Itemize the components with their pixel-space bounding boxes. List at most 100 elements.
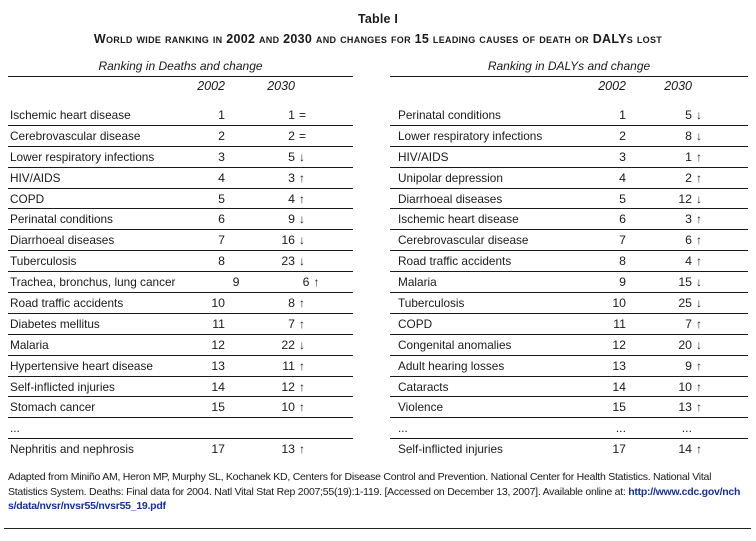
- table-row: Ischemic heart disease 6 3 ↑: [390, 209, 748, 231]
- rank-change-indicator: ↓: [299, 212, 305, 227]
- cause-of-death-label: Malaria: [398, 275, 437, 290]
- cause-of-death-label: Cataracts: [398, 379, 449, 394]
- rank-change-indicator: ↑: [313, 275, 320, 290]
- rank-2002-value: 11: [613, 316, 626, 331]
- rank-2030-value: 9: [288, 212, 295, 227]
- table-caption: World wide ranking in 2002 and 2030 and …: [93, 32, 663, 46]
- rank-2030-value: 10: [678, 379, 692, 394]
- table-row: Violence 15 13 ↑: [390, 397, 748, 419]
- rank-2030-value: 14: [678, 442, 692, 457]
- dalys-group-header: Ranking in DALYs and change: [390, 59, 748, 77]
- table-row: COPD 11 7 ↑: [390, 314, 748, 335]
- table-row: Diarrhoeal diseases 5 12 ↓: [390, 189, 748, 210]
- rank-change-indicator: ↑: [696, 212, 702, 227]
- rank-change-indicator: ↑: [696, 233, 702, 248]
- table-number-title: Table I: [357, 12, 399, 26]
- rank-change-indicator: ↓: [696, 107, 702, 122]
- rank-2030-value: 22: [281, 337, 295, 352]
- rank-change-indicator: ↑: [299, 379, 305, 394]
- table-row: HIV/AIDS 3 1 ↑: [390, 147, 748, 168]
- rank-change-indicator: ↓: [299, 337, 305, 352]
- rank-2002-value: 9: [619, 275, 626, 290]
- cause-of-death-label: ...: [10, 421, 20, 436]
- cause-of-death-label: Lower respiratory infections: [398, 128, 543, 143]
- cause-of-death-label: Violence: [398, 400, 444, 415]
- rank-2002-value: 1: [218, 107, 225, 122]
- cause-of-death-label: Tuberculosis: [10, 254, 77, 269]
- rank-2030-value: 1: [685, 149, 692, 164]
- rank-change-indicator: ↑: [299, 316, 305, 331]
- cause-of-death-label: Diabetes mellitus: [10, 316, 100, 331]
- rank-2030-value: 12: [678, 191, 692, 206]
- rank-2030-value: 9: [685, 358, 692, 373]
- cause-of-death-label: Ischemic heart disease: [10, 107, 131, 122]
- rank-2030-value: 5: [288, 149, 295, 164]
- rank-2002-value: 9: [232, 275, 240, 290]
- rank-2002-value: 2: [619, 128, 626, 143]
- rank-2030-value: 10: [281, 400, 295, 415]
- rank-change-indicator: ↑: [696, 379, 702, 394]
- rank-2002-value: 14: [211, 379, 225, 394]
- rank-2030-value: 3: [685, 212, 692, 227]
- rank-change-indicator: ↓: [299, 233, 305, 248]
- rank-2002-value: 7: [619, 233, 626, 248]
- deaths-column-headers: 2002 2030: [8, 77, 353, 94]
- rank-2002-value: 11: [212, 316, 225, 331]
- rank-2002-value: 4: [619, 170, 626, 185]
- table-row: Lower respiratory infections 2 8 ↓: [390, 126, 748, 147]
- rank-change-indicator: ↑: [696, 149, 702, 164]
- cause-of-death-label: Stomach cancer: [10, 400, 96, 415]
- rank-2030-value: 4: [685, 254, 692, 269]
- cause-of-death-label: HIV/AIDS: [398, 149, 449, 164]
- cause-of-death-label: Perinatal conditions: [398, 107, 501, 122]
- cause-of-death-label: Cerebrovascular disease: [10, 128, 141, 143]
- cause-of-death-label: Ischemic heart disease: [398, 212, 519, 227]
- rank-2002-value: 5: [218, 191, 225, 206]
- rank-change-indicator: ↓: [299, 254, 305, 269]
- rank-2030-value: 7: [288, 316, 295, 331]
- table-row: Road traffic accidents 8 4 ↑: [390, 251, 748, 273]
- rank-change-indicator: ↑: [696, 316, 702, 331]
- deaths-rows: Ischemic heart disease 1 1 = Cerebrovasc…: [8, 105, 353, 459]
- cause-of-death-label: Cerebrovascular disease: [398, 233, 529, 248]
- table-row: Perinatal conditions 1 5 ↓: [390, 105, 748, 126]
- table-row: Diarrhoeal diseases 7 16 ↓: [8, 230, 353, 252]
- paper-table-page: Table I World wide ranking in 2002 and 2…: [0, 12, 756, 514]
- cause-of-death-label: Congenital anomalies: [398, 337, 512, 352]
- rank-change-indicator: ↓: [696, 275, 702, 290]
- table-row: ... ... ...: [390, 418, 748, 440]
- rank-2030-value: 23: [281, 254, 295, 269]
- rank-change-indicator: ↑: [299, 170, 305, 185]
- rank-change-indicator: ↓: [299, 149, 305, 164]
- rank-2030-value: 2: [288, 128, 295, 143]
- rank-2002-value: 8: [218, 254, 225, 269]
- rank-2030-value: 6: [685, 233, 692, 248]
- rank-change-indicator: =: [299, 128, 307, 143]
- cause-of-death-label: Self-inflicted injuries: [10, 379, 115, 394]
- rank-change-indicator: ↑: [696, 400, 702, 415]
- rank-change-indicator: ↓: [696, 191, 702, 206]
- dalys-column-headers: 2002 2030: [390, 77, 748, 94]
- rank-change-indicator: ↑: [299, 442, 305, 457]
- table-row: Tuberculosis 8 23 ↓: [8, 251, 353, 273]
- table-row: Unipolar depression 4 2 ↑: [390, 168, 748, 189]
- rank-change-indicator: ↑: [299, 400, 305, 415]
- col-header-2002: 2002: [197, 78, 225, 93]
- rank-change-indicator: ↑: [696, 358, 702, 373]
- rank-change-indicator: ↑: [299, 191, 305, 206]
- source-footnote: Adapted from Miniño AM, Heron MP, Murphy…: [8, 470, 748, 514]
- table-row: ...: [8, 418, 353, 440]
- table-row: Stomach cancer 15 10 ↑: [8, 397, 353, 419]
- table-row: Diabetes mellitus 11 7 ↑: [8, 314, 353, 335]
- rank-2030-value: 8: [685, 128, 692, 143]
- rank-2030-value: 5: [685, 107, 692, 122]
- table-row: Self-inflicted injuries 14 12 ↑: [8, 377, 353, 398]
- rank-change-indicator: ↑: [299, 295, 305, 310]
- col-header-2030: 2030: [664, 78, 692, 93]
- table-row: Congenital anomalies 12 20 ↓: [390, 335, 748, 356]
- source-url-link[interactable]: http://www.cdc.gov/nchs/data/nvsr/nvsr55…: [8, 485, 741, 513]
- cause-of-death-label: Unipolar depression: [398, 170, 503, 185]
- rank-change-indicator: ↑: [696, 442, 702, 457]
- rank-2002-value: 10: [211, 295, 225, 310]
- rank-2030-value: 13: [678, 400, 692, 415]
